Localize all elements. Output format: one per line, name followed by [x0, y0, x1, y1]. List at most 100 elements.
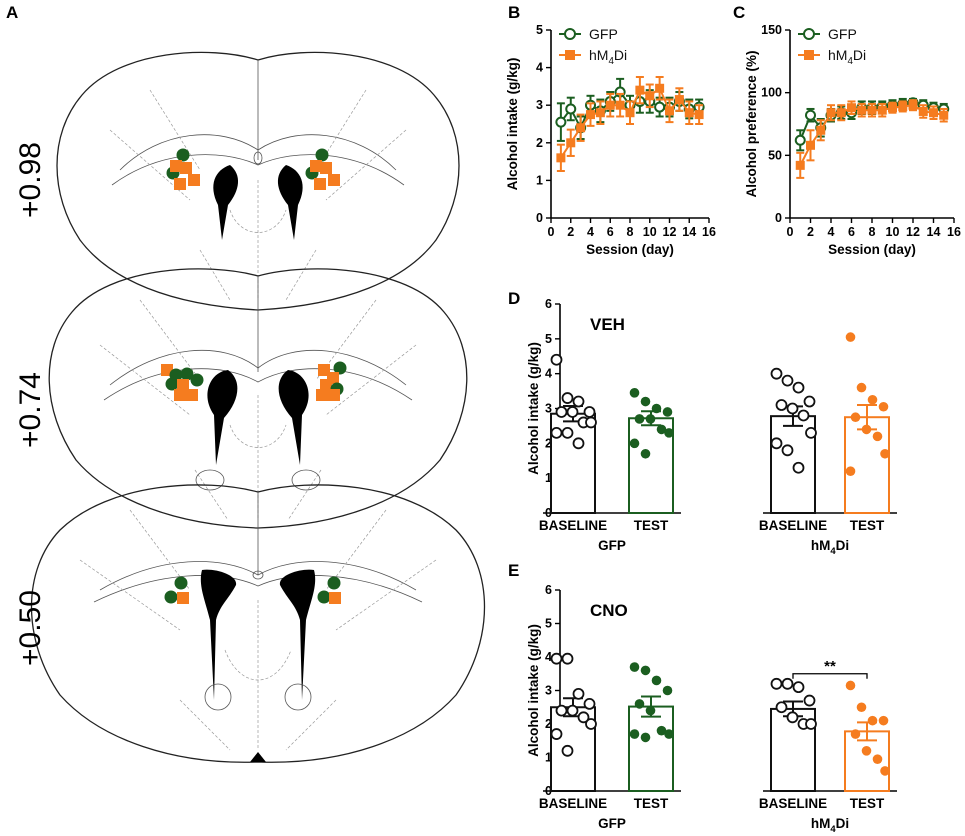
data-point — [555, 704, 568, 717]
data-point — [856, 382, 867, 393]
data-point — [572, 395, 585, 408]
hm4di-injection-marker — [328, 389, 340, 401]
hm4di-injection-marker — [329, 592, 341, 604]
y-tick-label: 2 — [545, 436, 552, 450]
x-tick-label: 12 — [663, 225, 677, 239]
panel-label-b: B — [508, 3, 520, 22]
section-label-2: +0.74 — [14, 372, 47, 448]
data-point — [908, 100, 918, 110]
y-tick-label: 2 — [536, 136, 543, 150]
y-axis-label: Alcohol intake (g/kg) — [526, 624, 541, 757]
data-point — [786, 402, 799, 415]
data-point — [634, 699, 645, 709]
series-hm4di — [795, 99, 949, 179]
panel-label-c: C — [733, 3, 745, 22]
data-point — [877, 105, 887, 115]
data-point — [662, 407, 673, 417]
data-point — [929, 108, 938, 118]
x-tick-label: 16 — [702, 225, 716, 239]
data-point — [781, 444, 794, 457]
category-label: BASELINE — [539, 518, 607, 533]
group-label: hM4Di — [811, 816, 849, 835]
data-point — [856, 702, 867, 713]
gfp-injection-marker — [164, 590, 178, 604]
data-point — [880, 766, 890, 776]
data-point — [651, 675, 662, 686]
panel-label-e: E — [508, 561, 519, 580]
data-point — [836, 108, 846, 118]
data-point — [634, 414, 645, 424]
hm4di-injection-marker — [186, 389, 198, 401]
data-point — [656, 424, 667, 435]
hm4di-injection-marker — [188, 174, 200, 186]
significance-stars: ** — [824, 658, 836, 675]
series-hm4di — [556, 76, 704, 172]
y-tick-label: 100 — [761, 86, 782, 100]
legend-label: GFP — [589, 26, 618, 42]
data-point — [572, 437, 585, 450]
bar — [628, 705, 674, 793]
data-point — [826, 108, 836, 118]
hm4di-injection-marker — [328, 174, 340, 186]
category-label: BASELINE — [759, 796, 827, 811]
data-point — [786, 711, 799, 724]
category-label: BASELINE — [759, 518, 827, 533]
data-point — [566, 138, 576, 148]
gfp-injection-marker — [327, 576, 341, 590]
group-label: GFP — [598, 538, 626, 553]
data-point — [898, 101, 908, 111]
data-point — [805, 109, 816, 121]
data-point — [585, 416, 597, 429]
y-tick-label: 5 — [545, 617, 552, 631]
data-point — [872, 431, 883, 442]
data-point — [550, 426, 563, 439]
data-point — [635, 85, 645, 95]
y-tick-label: 4 — [545, 650, 552, 664]
data-point — [872, 754, 883, 764]
y-tick-label: 4 — [545, 367, 552, 381]
hm4di-injection-marker — [316, 389, 328, 401]
data-point — [665, 106, 674, 116]
data-point — [625, 108, 635, 118]
data-point — [583, 406, 596, 418]
bar-baseline — [770, 677, 817, 792]
x-tick-label: 0 — [787, 225, 794, 239]
y-tick-label: 6 — [545, 583, 552, 597]
data-point — [674, 95, 684, 105]
data-point — [684, 108, 694, 118]
y-tick-label: 3 — [545, 402, 552, 416]
group-label: GFP — [598, 816, 626, 831]
legend-marker — [803, 28, 815, 40]
data-point — [615, 100, 625, 110]
data-point — [550, 652, 563, 665]
gfp-injection-marker — [174, 576, 188, 590]
y-tick-label: 3 — [545, 684, 552, 698]
gfp-injection-marker — [333, 361, 347, 375]
category-label: TEST — [634, 796, 669, 811]
data-point — [797, 409, 810, 422]
brain-section-3 — [30, 484, 486, 763]
y-axis-label: Alcohol preference (%) — [744, 50, 759, 197]
data-point — [775, 701, 788, 714]
data-point — [651, 403, 662, 414]
x-tick-label: 14 — [927, 225, 941, 239]
bar-test — [844, 332, 890, 515]
chart-title: VEH — [590, 315, 625, 334]
hm4di-injection-marker — [177, 379, 189, 391]
data-point — [888, 103, 897, 113]
x-axis-label: Session (day) — [828, 242, 916, 257]
y-tick-label: 0 — [536, 211, 543, 225]
x-tick-label: 0 — [548, 225, 555, 239]
panel-label-d: D — [508, 289, 520, 308]
category-label: TEST — [850, 796, 885, 811]
x-tick-label: 6 — [848, 225, 855, 239]
hm4di-injection-marker — [174, 178, 186, 190]
data-point — [555, 116, 567, 128]
data-point — [561, 426, 574, 439]
y-axis-label: Alcohol intake (g/kg) — [526, 342, 541, 475]
legend-marker — [804, 50, 814, 60]
data-point — [656, 725, 667, 736]
data-point — [605, 100, 615, 110]
data-point — [918, 106, 928, 116]
